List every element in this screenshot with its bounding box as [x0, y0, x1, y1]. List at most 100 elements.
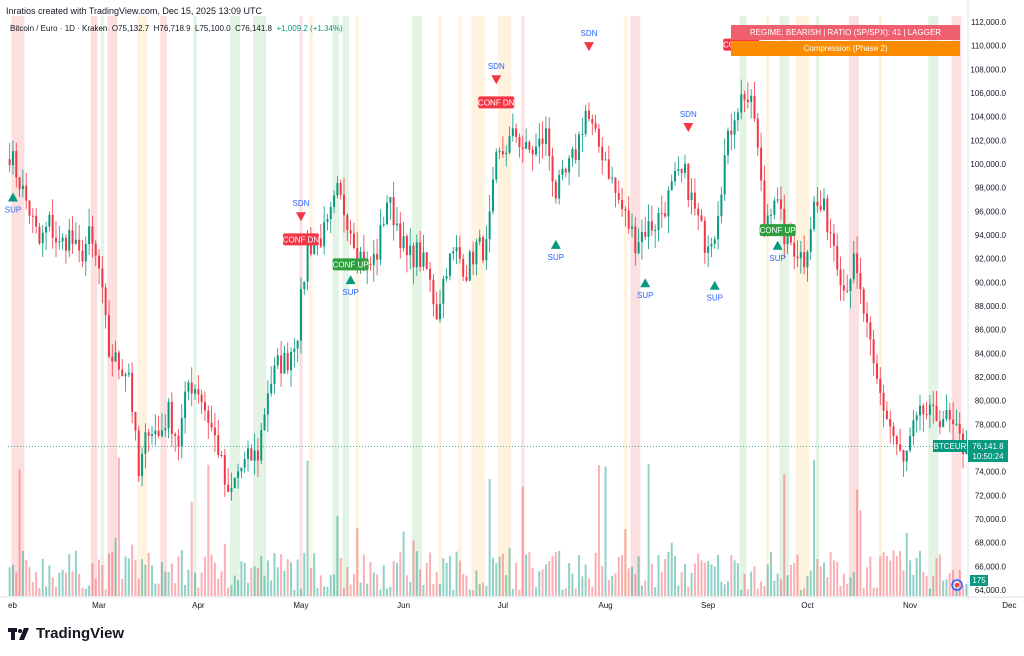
- volume-bar: [866, 567, 869, 596]
- regime-band: [11, 16, 25, 596]
- volume-bar: [194, 572, 197, 596]
- volume-bar: [803, 588, 806, 596]
- volume-bar: [823, 562, 825, 596]
- volume-bar: [736, 563, 739, 596]
- candle-body: [832, 233, 835, 246]
- candle-body: [564, 168, 567, 173]
- change-value: +1,009.2 (+1.34%): [276, 24, 343, 33]
- regime-band: [229, 16, 240, 596]
- volume-bar: [475, 570, 478, 596]
- price-tick-label: 108,000.0: [970, 65, 1006, 74]
- candle-body: [925, 414, 928, 416]
- candle-body: [121, 369, 124, 377]
- price-tick-label: 112,000.0: [971, 18, 1007, 27]
- price-tick-label: 74,000.0: [975, 468, 1007, 477]
- candle-body: [475, 241, 478, 265]
- candle-body: [263, 414, 266, 430]
- candle-body: [700, 215, 703, 221]
- price-tick-label: 100,000.0: [970, 160, 1006, 169]
- volume-bar: [429, 552, 432, 596]
- volume-bars: [8, 457, 968, 596]
- candle-body: [432, 279, 435, 305]
- footer-brand: TradingView: [36, 625, 125, 642]
- volume-bar: [339, 557, 342, 596]
- candle-body: [574, 149, 577, 160]
- candle-body: [28, 200, 31, 216]
- candle-body: [948, 410, 951, 420]
- volume-bar: [432, 584, 435, 596]
- volume-bar: [124, 556, 127, 596]
- volume-bar: [21, 550, 24, 596]
- candle-body: [839, 269, 842, 286]
- candle-body: [541, 138, 544, 144]
- time-tick-label: Aug: [598, 601, 612, 610]
- volume-bar: [531, 567, 534, 596]
- low-value: L75,100.0: [195, 24, 231, 33]
- compare-dot-icon: [955, 583, 959, 587]
- volume-bar: [346, 567, 349, 596]
- volume-bar: [472, 589, 475, 596]
- regime-band: [630, 16, 641, 596]
- price-tick-label: 86,000.0: [975, 326, 1007, 335]
- tradingview-footer[interactable]: TradingView: [8, 625, 124, 642]
- candle-body: [223, 455, 226, 485]
- supply-label: SDN: [581, 29, 598, 38]
- volume-bar: [247, 582, 249, 596]
- volume-bar: [399, 552, 402, 596]
- volume-bar: [174, 583, 177, 596]
- volume-bar: [915, 557, 918, 596]
- candle-body: [746, 99, 749, 102]
- volume-bar: [928, 588, 931, 596]
- volume-bar: [703, 562, 706, 596]
- regime-band: [100, 16, 105, 596]
- volume-bar: [137, 578, 140, 596]
- volume-bar: [203, 556, 206, 596]
- candle-body: [448, 253, 451, 277]
- candle-body: [478, 237, 481, 242]
- volume-bar: [720, 581, 723, 596]
- volume-bar: [250, 568, 253, 596]
- candle-body: [107, 315, 110, 357]
- volume-bar: [11, 564, 14, 596]
- candle-body: [945, 410, 948, 419]
- volume-bar: [607, 579, 610, 596]
- volume-bar: [693, 563, 696, 596]
- candle-body: [571, 149, 574, 159]
- volume-bar: [919, 550, 921, 596]
- volume-bar: [574, 588, 577, 596]
- candle-body: [856, 253, 859, 274]
- support-label: SUP: [637, 291, 653, 300]
- volume-bar: [227, 587, 230, 596]
- candle-body: [88, 226, 91, 245]
- volume-bar: [717, 554, 720, 596]
- regime-bands: [11, 16, 962, 596]
- candle-body: [180, 418, 183, 447]
- price-tick-label: 102,000.0: [970, 136, 1006, 145]
- volume-bar: [836, 561, 839, 596]
- candle-body: [286, 352, 289, 371]
- candle-body: [958, 423, 961, 434]
- candle-body: [313, 243, 316, 255]
- volume-bar: [806, 575, 809, 596]
- volume-bar: [819, 566, 822, 596]
- volume-bar: [677, 585, 680, 596]
- confirm-down-box: [282, 233, 319, 246]
- candle-body: [770, 214, 773, 216]
- volume-bar: [538, 571, 541, 596]
- candle-body: [895, 436, 898, 445]
- candle-body: [690, 192, 693, 200]
- candle-body: [247, 448, 249, 459]
- volume-bar: [634, 574, 637, 596]
- volume-bar: [352, 573, 355, 596]
- volume-bar: [614, 573, 617, 596]
- candle-body: [220, 454, 223, 456]
- candle-body: [64, 237, 67, 251]
- volume-bar: [329, 575, 332, 596]
- candle-body: [730, 130, 733, 135]
- volume-bar: [945, 579, 948, 596]
- volume-bar: [617, 557, 620, 596]
- candle-body: [482, 237, 485, 261]
- volume-bar: [680, 572, 683, 596]
- volume-bar: [558, 550, 561, 596]
